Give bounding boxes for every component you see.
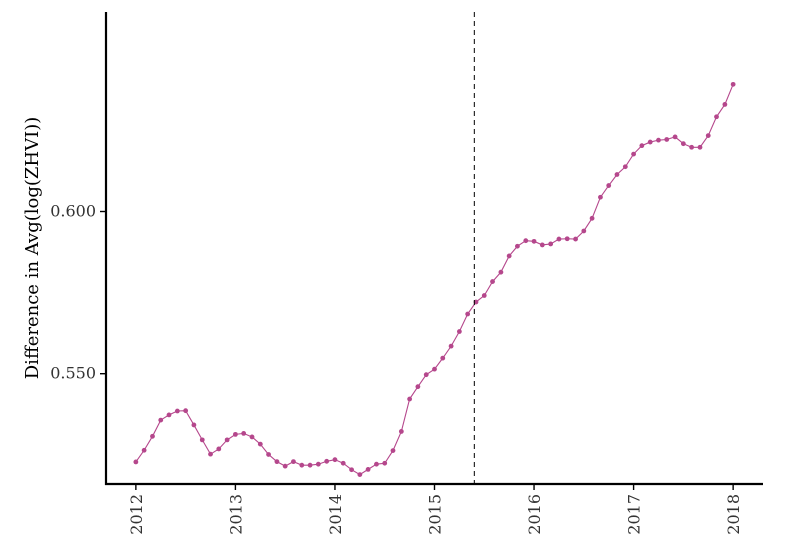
data-point <box>349 467 354 473</box>
data-point <box>705 133 711 139</box>
data-point <box>481 293 487 298</box>
series-layer <box>133 81 736 477</box>
data-point <box>722 102 728 107</box>
data-point <box>282 463 288 469</box>
x-tick-label: 2014 <box>326 494 345 535</box>
data-point <box>166 412 172 418</box>
data-point <box>307 462 313 468</box>
data-point <box>324 458 330 464</box>
data-point <box>224 437 230 443</box>
data-point <box>183 408 189 414</box>
data-point <box>506 253 512 259</box>
data-point <box>539 242 545 248</box>
data-point <box>340 460 346 466</box>
data-point <box>415 384 421 390</box>
data-point <box>448 343 454 349</box>
data-point <box>158 417 164 423</box>
data-point <box>374 461 379 467</box>
data-point <box>730 81 736 87</box>
x-tick-label: 2017 <box>625 494 644 535</box>
y-axis-ticks: 0.550 0.600 <box>50 202 106 383</box>
data-point <box>589 215 595 221</box>
data-point <box>689 144 695 150</box>
data-point <box>556 236 562 242</box>
data-point <box>266 452 271 457</box>
x-tick-label: 2016 <box>525 494 544 535</box>
y-tick-label: 0.550 <box>50 364 96 383</box>
data-point <box>407 396 413 402</box>
x-tick-label: 2015 <box>426 494 445 535</box>
data-point <box>622 164 628 170</box>
data-point <box>257 441 263 447</box>
series-line <box>135 84 734 476</box>
data-point <box>432 366 437 372</box>
data-point <box>150 433 155 439</box>
x-tick-label: 2018 <box>724 494 743 535</box>
data-point <box>548 241 554 247</box>
data-point <box>631 151 636 157</box>
x-tick-label: 2013 <box>226 494 245 535</box>
data-point <box>291 459 296 465</box>
data-point <box>614 172 620 177</box>
data-point <box>564 236 570 242</box>
data-point <box>141 447 147 453</box>
data-point <box>664 137 670 142</box>
data-point <box>241 430 247 436</box>
data-point <box>680 141 686 147</box>
data-point <box>357 472 363 477</box>
data-point <box>531 238 537 244</box>
data-point <box>440 355 446 361</box>
data-point <box>382 460 388 466</box>
y-tick-label: 0.600 <box>50 202 96 221</box>
data-point <box>523 238 529 244</box>
data-point <box>299 462 305 468</box>
data-point <box>456 329 462 334</box>
data-point <box>390 448 396 453</box>
data-point <box>274 459 280 465</box>
x-tick-label: 2012 <box>127 494 146 535</box>
data-point <box>365 467 371 472</box>
data-point <box>598 194 603 200</box>
data-point <box>672 134 678 140</box>
data-point <box>573 236 578 242</box>
data-point <box>332 457 338 463</box>
y-axis-title: Difference in Avg(log(ZHVI)) <box>22 117 43 380</box>
data-point <box>498 269 504 275</box>
data-point <box>315 461 321 467</box>
data-point <box>490 279 495 284</box>
data-point <box>714 114 719 120</box>
data-point <box>465 311 471 317</box>
x-axis-ticks: 2012 2013 2014 2015 2016 2017 2018 <box>127 484 743 535</box>
data-point <box>191 422 197 428</box>
data-point <box>515 243 520 249</box>
data-point <box>606 183 612 188</box>
data-point <box>174 408 180 414</box>
data-point <box>208 451 213 457</box>
data-point <box>233 431 238 437</box>
data-point <box>216 446 222 452</box>
data-point <box>249 434 255 440</box>
data-point <box>423 372 429 378</box>
data-point <box>697 144 703 150</box>
data-point <box>398 429 404 434</box>
data-point <box>656 137 661 143</box>
data-point <box>647 139 653 145</box>
data-point <box>133 459 139 465</box>
data-point <box>199 437 205 443</box>
data-point <box>639 143 645 149</box>
data-point <box>581 228 587 234</box>
